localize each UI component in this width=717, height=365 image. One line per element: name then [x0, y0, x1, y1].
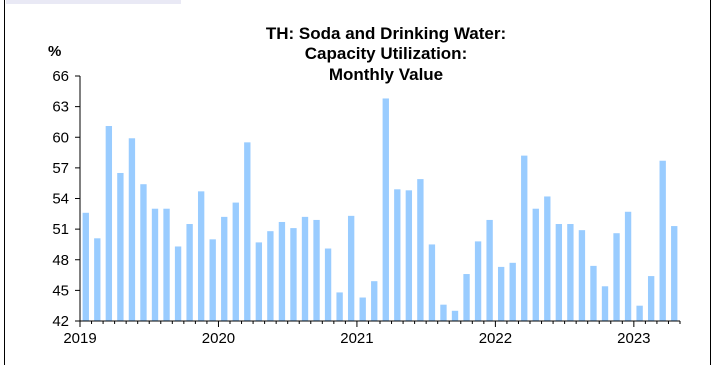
bar-2020-12: [347, 215, 355, 321]
bar-2019-12: [209, 239, 216, 321]
bar-2020-02: [232, 202, 239, 321]
y-tick-label: 42: [52, 313, 69, 330]
bar-2020-05: [267, 231, 274, 321]
bar-2019-03: [105, 126, 113, 322]
bar-2021-02: [371, 281, 378, 321]
bar-2021-09: [451, 310, 459, 321]
x-tick-label: 2019: [63, 330, 96, 347]
bar-2019-10: [186, 224, 193, 321]
x-tick-label: 2020: [202, 330, 235, 347]
y-tick-label: 60: [52, 129, 69, 146]
bar-2022-01: [497, 266, 505, 321]
chart-title-line-1: TH: Soda and Drinking Water:: [266, 24, 506, 43]
y-tick-label: 48: [52, 252, 69, 269]
bar-2019-01: [82, 212, 89, 321]
bar-2022-11: [613, 233, 620, 321]
x-axis: 2019 2020 2021 2022 2023: [63, 320, 681, 347]
bar-2021-01: [359, 297, 366, 321]
bar-2021-12: [486, 219, 493, 321]
x-tick-label: 2023: [617, 330, 650, 347]
bar-2022-08: [578, 230, 586, 321]
chart-title-line-2: Capacity Utilization:: [305, 44, 467, 63]
bar-2020-09: [313, 219, 320, 321]
bar-2019-04: [117, 172, 124, 321]
y-axis: 42 45 48 51 54 57 60 63 66: [52, 68, 81, 330]
bar-2022-10: [601, 286, 609, 321]
bar-2022-09: [590, 265, 597, 322]
bar-2021-10: [463, 274, 470, 321]
bar-2020-11: [336, 292, 343, 321]
bar-2019-08: [163, 208, 170, 321]
bar-2019-09: [174, 246, 182, 321]
y-tick-label: 57: [52, 160, 69, 177]
bar-2020-08: [301, 216, 309, 321]
y-axis-unit-label: %: [48, 43, 61, 60]
bar-2019-02: [94, 238, 101, 321]
bar-2019-07: [151, 208, 159, 321]
bar-2019-05: [128, 138, 136, 321]
bar-2021-05: [405, 190, 413, 321]
bar-2022-06: [555, 224, 563, 321]
bar-2020-10: [324, 248, 332, 321]
chart-title-line-3: Monthly Value: [329, 65, 443, 84]
bar-2020-04: [255, 242, 263, 321]
y-tick-label: 54: [52, 191, 69, 208]
bars-group: [82, 98, 678, 322]
y-tick-label: 51: [52, 221, 69, 238]
x-tick-label: 2022: [479, 330, 512, 347]
bar-2021-06: [417, 179, 424, 321]
bar-2023-02: [647, 276, 655, 321]
bar-2023-01: [636, 305, 643, 321]
bar-2022-12: [624, 211, 632, 321]
bar-2021-11: [474, 241, 482, 321]
bar-2021-07: [428, 244, 436, 321]
bar-2022-04: [532, 208, 539, 321]
bar-2022-07: [567, 224, 574, 321]
bar-2022-03: [521, 155, 528, 321]
bar-2023-03: [659, 160, 666, 321]
y-tick-label: 66: [52, 68, 69, 85]
bar-2019-06: [140, 184, 147, 321]
bar-2021-08: [440, 304, 447, 321]
bar-2019-11: [197, 191, 205, 321]
bar-2021-04: [394, 189, 401, 321]
bar-2023-04: [671, 226, 678, 321]
bar-2022-02: [509, 262, 516, 321]
bar-2021-03: [382, 98, 389, 322]
bar-2020-01: [221, 216, 228, 321]
bar-2020-07: [290, 228, 297, 321]
top-tab-strip: [6, 0, 181, 4]
y-tick-label: 63: [52, 99, 69, 116]
bar-2020-03: [244, 142, 251, 321]
bar-2020-06: [278, 221, 286, 321]
bar-2022-05: [544, 196, 551, 321]
y-tick-label: 45: [52, 282, 69, 299]
x-tick-label: 2021: [340, 330, 373, 347]
